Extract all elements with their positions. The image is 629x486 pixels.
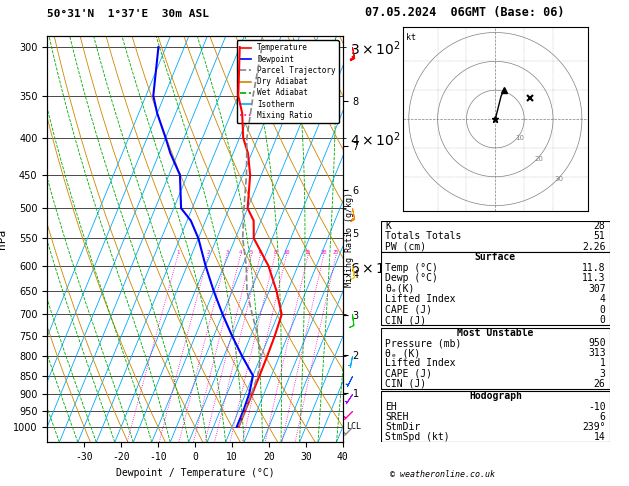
Text: Temp (°C): Temp (°C) [385, 262, 438, 273]
Text: CIN (J): CIN (J) [385, 379, 426, 389]
Text: Dewp (°C): Dewp (°C) [385, 273, 438, 283]
Text: 50°31'N  1°37'E  30m ASL: 50°31'N 1°37'E 30m ASL [47, 9, 209, 19]
Bar [381, 391, 610, 442]
Text: Hodograph: Hodograph [469, 391, 522, 401]
Text: Mixing Ratio (g/kg): Mixing Ratio (g/kg) [345, 192, 353, 287]
Text: 3: 3 [599, 369, 606, 379]
Text: 4: 4 [239, 250, 242, 255]
Text: K: K [385, 221, 391, 231]
Text: 28: 28 [594, 221, 606, 231]
Bar [381, 221, 610, 252]
Text: Pressure (mb): Pressure (mb) [385, 338, 462, 348]
Bar [381, 252, 610, 326]
Text: © weatheronline.co.uk: © weatheronline.co.uk [390, 469, 495, 479]
Text: 239°: 239° [582, 422, 606, 432]
Text: SREH: SREH [385, 412, 409, 422]
Text: 3: 3 [225, 250, 228, 255]
Y-axis label: km
ASL: km ASL [404, 230, 426, 248]
Text: EH: EH [385, 401, 397, 412]
Text: 2: 2 [207, 250, 210, 255]
Text: 30: 30 [554, 176, 563, 182]
Text: 15: 15 [305, 250, 311, 255]
Text: 14: 14 [594, 432, 606, 442]
Text: kt: kt [406, 33, 416, 41]
Text: 5: 5 [250, 250, 253, 255]
Text: LCL: LCL [346, 422, 361, 432]
Text: Lifted Index: Lifted Index [385, 294, 455, 304]
Text: StmSpd (kt): StmSpd (kt) [385, 432, 450, 442]
Text: Surface: Surface [475, 252, 516, 262]
Text: 6: 6 [599, 412, 606, 422]
Text: 07.05.2024  06GMT (Base: 06): 07.05.2024 06GMT (Base: 06) [365, 6, 564, 19]
Text: 313: 313 [588, 348, 606, 358]
Bar [381, 328, 610, 389]
Text: Lifted Index: Lifted Index [385, 359, 455, 368]
Text: -10: -10 [588, 401, 606, 412]
Text: 6: 6 [259, 250, 262, 255]
Text: PW (cm): PW (cm) [385, 242, 426, 252]
Text: 11.3: 11.3 [582, 273, 606, 283]
Text: 0: 0 [599, 315, 606, 325]
Text: 2.26: 2.26 [582, 242, 606, 252]
Text: 25: 25 [333, 250, 340, 255]
Text: 10: 10 [515, 135, 524, 141]
Text: Most Unstable: Most Unstable [457, 328, 533, 338]
X-axis label: Dewpoint / Temperature (°C): Dewpoint / Temperature (°C) [116, 468, 274, 478]
Y-axis label: hPa: hPa [0, 229, 8, 249]
Text: θₑ(K): θₑ(K) [385, 284, 415, 294]
Text: StmDir: StmDir [385, 422, 420, 432]
Text: CAPE (J): CAPE (J) [385, 305, 432, 315]
Text: 20: 20 [320, 250, 327, 255]
Text: 4: 4 [599, 294, 606, 304]
Text: 1: 1 [599, 359, 606, 368]
Text: 0: 0 [599, 305, 606, 315]
Text: 8: 8 [274, 250, 277, 255]
Legend: Temperature, Dewpoint, Parcel Trajectory, Dry Adiabat, Wet Adiabat, Isotherm, Mi: Temperature, Dewpoint, Parcel Trajectory… [237, 40, 339, 123]
Text: CIN (J): CIN (J) [385, 315, 426, 325]
Text: 1: 1 [176, 250, 179, 255]
Text: 307: 307 [588, 284, 606, 294]
Text: Totals Totals: Totals Totals [385, 231, 462, 242]
Text: 26: 26 [594, 379, 606, 389]
Text: 20: 20 [535, 156, 543, 162]
Text: CAPE (J): CAPE (J) [385, 369, 432, 379]
Text: 950: 950 [588, 338, 606, 348]
Text: 51: 51 [594, 231, 606, 242]
Text: θₑ (K): θₑ (K) [385, 348, 420, 358]
Text: 11.8: 11.8 [582, 262, 606, 273]
Text: 10: 10 [283, 250, 290, 255]
